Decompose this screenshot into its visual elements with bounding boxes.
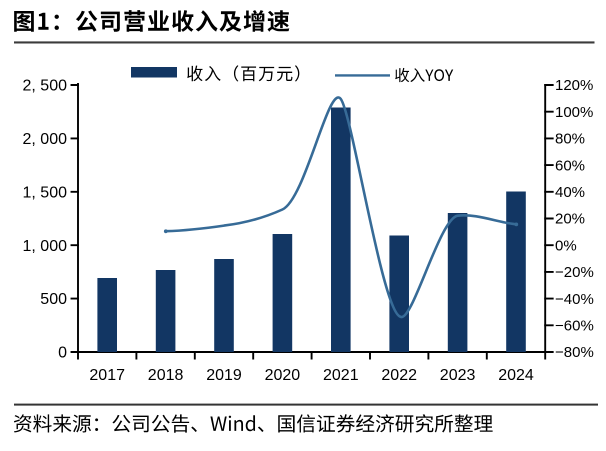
svg-text:2024: 2024: [498, 367, 534, 384]
svg-text:40%: 40%: [555, 184, 585, 201]
svg-text:0: 0: [58, 345, 67, 362]
svg-text:2021: 2021: [323, 367, 359, 384]
svg-text:2017: 2017: [89, 367, 125, 384]
svg-text:2018: 2018: [148, 367, 184, 384]
svg-text:−20%: −20%: [555, 264, 594, 281]
svg-text:120%: 120%: [555, 77, 593, 94]
svg-text:20%: 20%: [555, 211, 585, 228]
svg-text:1, 500: 1, 500: [23, 184, 68, 201]
svg-text:500: 500: [40, 291, 67, 308]
svg-text:2020: 2020: [265, 367, 301, 384]
svg-text:80%: 80%: [555, 131, 585, 148]
svg-text:2019: 2019: [206, 367, 242, 384]
svg-text:100%: 100%: [555, 104, 593, 121]
svg-text:2022: 2022: [381, 367, 417, 384]
svg-text:−40%: −40%: [555, 291, 594, 308]
svg-text:0%: 0%: [555, 237, 577, 254]
svg-text:2023: 2023: [440, 367, 476, 384]
svg-text:1, 000: 1, 000: [23, 238, 68, 255]
svg-text:−60%: −60%: [555, 318, 594, 335]
svg-text:2, 000: 2, 000: [23, 131, 68, 148]
svg-text:60%: 60%: [555, 157, 585, 174]
svg-text:−80%: −80%: [555, 344, 594, 361]
svg-text:2, 500: 2, 500: [23, 78, 68, 95]
